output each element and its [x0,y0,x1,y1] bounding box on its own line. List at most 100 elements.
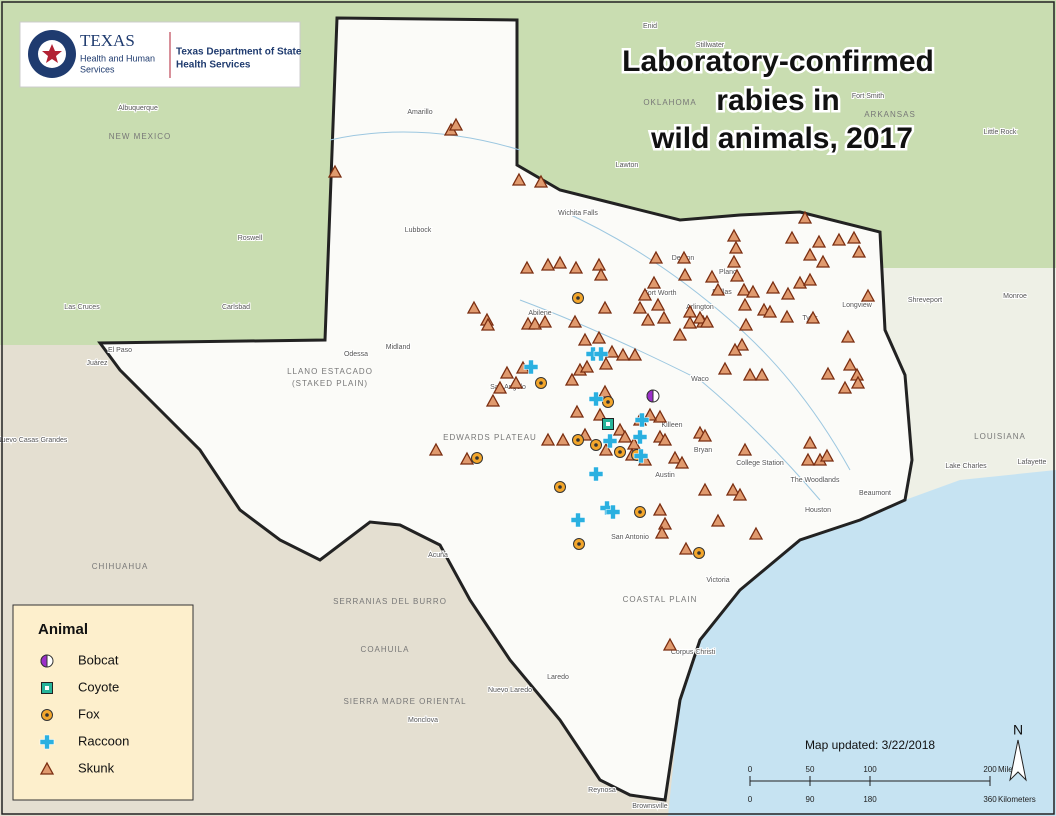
fox-dot [576,438,580,442]
title: wild animals, 2017 [650,122,913,155]
skunk-marker [726,228,742,242]
skunk-marker [676,250,692,264]
place-label: El Paso [108,347,132,354]
skunk-marker [552,255,568,269]
region-label: ARKANSAS [864,110,916,119]
skunk-marker [615,347,631,361]
skunk-marker [592,407,608,421]
skunk-marker [692,310,708,324]
place-label: College Station [736,460,784,467]
place-label: Fort Worth [644,290,677,297]
skunk-marker [842,357,858,371]
place-label: Houston [805,507,831,514]
skunk-marker [762,304,778,318]
skunk-marker [710,513,726,527]
map-updated: Map updated: 3/22/2018 [805,738,935,752]
skunk-marker [802,272,818,286]
raccoon-marker [593,346,609,362]
skunk-marker [815,254,831,268]
logo-text: TEXAS [80,31,135,50]
raccoon-marker [588,466,604,482]
skunk-marker [591,330,607,344]
raccoon-marker [633,448,649,464]
skunk-marker [598,356,614,370]
raccoon-marker [39,734,55,750]
legend-label: Bobcat [78,652,119,667]
raccoon-marker [599,500,615,516]
skunk-marker [640,312,656,326]
skunk-marker [748,526,764,540]
place-label: Lake Charles [945,463,987,470]
fox-dot [475,456,479,460]
skunk-marker [527,316,543,330]
markers [327,117,876,651]
skunk-marker [738,317,754,331]
rivers [329,131,851,501]
raccoon-marker [605,504,621,520]
skunk-marker [537,314,553,328]
place-label: Lafayette [1018,459,1047,466]
skunk-marker [567,314,583,328]
place-label: Abilene [528,310,551,317]
skunk-marker [754,367,770,381]
skunk-marker [729,268,745,282]
place-label: Acuña [428,552,448,559]
scale-label: 180 [863,795,877,804]
raccoon-marker [632,429,648,445]
skunk-marker [39,761,55,775]
place-label: Carlsbad [222,304,250,311]
place-label: Shreveport [908,297,942,304]
skunk-marker [519,260,535,274]
region-label: SERRANIAS DEL BURRO [333,597,447,606]
skunk-marker [667,450,683,464]
skunk-marker [745,284,761,298]
place-label: San Angelo [490,384,526,391]
raccoon-marker [523,359,539,375]
raccoon-marker [634,412,650,428]
skunk-marker [579,359,595,373]
scale-label: 90 [806,795,815,804]
skunk-marker [736,282,752,296]
scale-label: 0 [748,795,753,804]
fox-dot [576,296,580,300]
skunk-marker [428,442,444,456]
skunk-marker [697,482,713,496]
texas [97,16,914,802]
place-label: Wichita Falls [558,210,598,217]
skunk-marker [511,172,527,186]
region-label: NEW MEXICO [109,132,171,141]
place-label: Lawton [616,162,639,169]
skunk-marker [802,435,818,449]
place-label: Nuevo Casas Grandes [0,437,68,444]
place-label: Corpus Christi [671,649,716,656]
fox-dot [594,443,598,447]
skunk-marker [797,210,813,224]
skunk-marker [327,164,343,178]
skunk-marker [569,404,585,418]
title: Laboratory-confirmed [622,45,934,78]
north-symbol [1009,739,1027,782]
skunk-marker [564,372,580,386]
skunk-marker [850,375,866,389]
bobcat-half [40,654,48,668]
logo-text: Health and Human [80,53,155,63]
legend-label: Skunk [78,760,115,775]
skunk-marker [604,344,620,358]
place-label: Monclova [408,717,438,724]
skunk-marker [459,451,475,465]
skunk-marker [697,428,713,442]
region-label: (STAKED PLAIN) [292,379,368,388]
skunk-marker [725,482,741,496]
coyote-inner [606,422,610,426]
scale-label: 200 [983,765,997,774]
legend-title: Animal [38,621,88,638]
skunk-marker [656,310,672,324]
scale-bar: 0 50 100 200 Miles 0 90 180 360 Kilometers [748,765,1036,804]
place-label: Laredo [547,674,569,681]
skunk-marker [846,230,862,244]
place-label: Bryan [694,447,712,454]
place-label: Victoria [706,577,729,584]
gulf [668,470,1056,816]
